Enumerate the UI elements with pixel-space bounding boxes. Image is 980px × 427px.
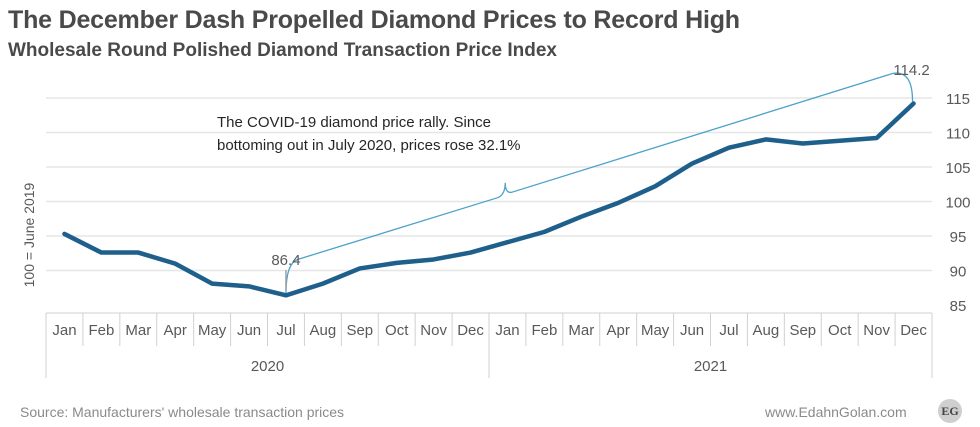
x-group-label: 2020 <box>251 358 284 375</box>
x-tick-label: May <box>198 322 227 339</box>
x-tick-label: Jan <box>495 322 519 339</box>
annotation: The COVID-19 diamond price rally. Since … <box>217 114 521 154</box>
x-tick-label: Jan <box>52 322 76 339</box>
y-tick-label: 100 <box>945 195 970 212</box>
y-tick-label: 110 <box>946 126 970 143</box>
x-tick-label: Jul <box>276 322 295 339</box>
data-label: 114.2 <box>893 62 929 79</box>
y-axis: 85 90 95 100 105 110 115 <box>945 91 970 315</box>
x-tick-label: Mar <box>125 322 151 339</box>
rally-bracket <box>285 72 914 294</box>
annotation-line-2: bottoming out in July 2020, prices rose … <box>217 137 521 154</box>
x-tick-label: Feb <box>531 322 557 339</box>
gridlines <box>46 97 932 272</box>
x-tick-label: Nov <box>420 322 447 339</box>
y-axis-label: 100 = June 2019 <box>21 182 37 287</box>
series-layer <box>62 101 916 298</box>
x-tick-label: Nov <box>863 322 890 339</box>
website-link[interactable]: www.EdahnGolan.com <box>765 404 907 420</box>
annotation-line-1: The COVID-19 diamond price rally. Since <box>217 114 491 131</box>
y-tick-label: 105 <box>945 160 970 177</box>
x-tick-label: Sep <box>789 322 816 339</box>
data-labels: 86.4 114.2 <box>271 62 929 269</box>
eg-logo: EG <box>938 399 962 423</box>
chart-title: The December Dash Propelled Diamond Pric… <box>8 6 740 34</box>
x-tick-label: Oct <box>385 322 409 339</box>
y-tick-label: 115 <box>946 91 970 108</box>
bracket-path <box>285 72 914 294</box>
y-tick-label: 85 <box>950 298 967 315</box>
line-chart: Jan Feb Mar Apr May Jun Jul Aug Sep Oct Nov Dec Jan F… <box>21 62 971 378</box>
x-tick-label: Jun <box>237 322 261 339</box>
x-tick-label: May <box>641 322 670 339</box>
x-tick-label: Feb <box>88 322 114 339</box>
x-tick-label: Oct <box>828 322 852 339</box>
x-axis: Jan Feb Mar Apr May Jun Jul Aug Sep Oct Nov Dec Jan F… <box>45 312 933 378</box>
x-tick-label: Mar <box>568 322 594 339</box>
series-line <box>62 101 916 298</box>
data-label: 86.4 <box>271 252 300 269</box>
chart-subtitle: Wholesale Round Polished Diamond Transac… <box>8 40 557 61</box>
source-note: Source: Manufacturers' wholesale transac… <box>20 404 345 420</box>
x-group-label: 2021 <box>694 358 727 375</box>
y-tick-label: 95 <box>950 229 967 246</box>
x-tick-label: Apr <box>164 322 187 339</box>
x-tick-label: Aug <box>753 322 780 339</box>
x-tick-label: Apr <box>607 322 630 339</box>
x-tick-label: Jul <box>719 322 738 339</box>
x-tick-label: Sep <box>346 322 373 339</box>
y-tick-label: 90 <box>950 264 967 281</box>
x-tick-label: Dec <box>900 322 927 339</box>
x-tick-label: Dec <box>457 322 484 339</box>
x-tick-label: Aug <box>310 322 337 339</box>
x-tick-label: Jun <box>680 322 704 339</box>
